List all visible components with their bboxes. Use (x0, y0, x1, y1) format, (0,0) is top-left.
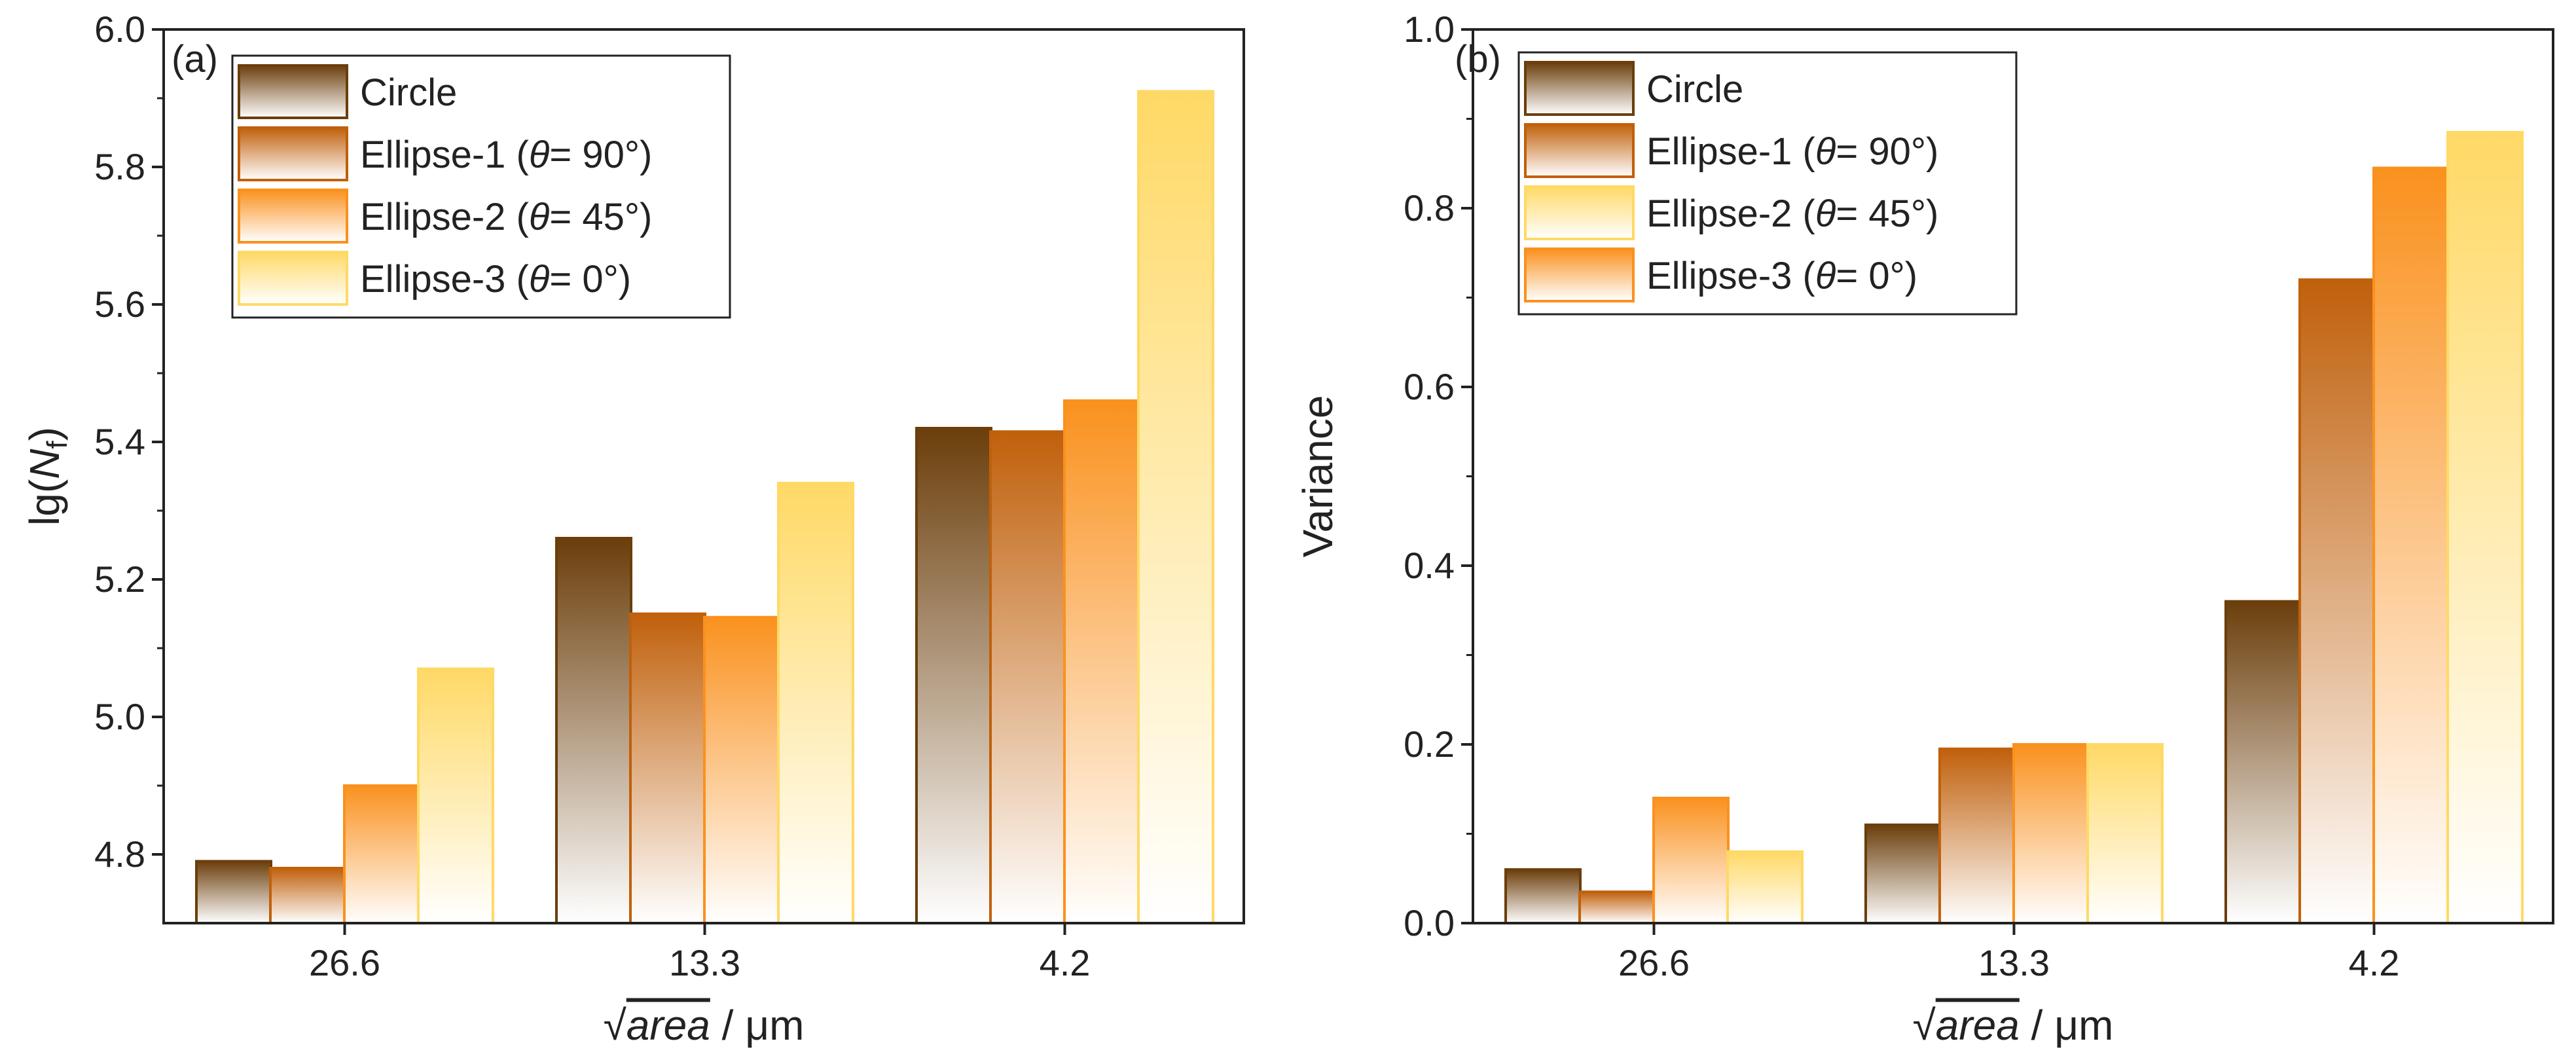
legend-swatch (1524, 247, 1635, 302)
legend-swatch (238, 189, 348, 244)
legend-label: Ellipse-1 (θ= 90°) (1646, 130, 1938, 173)
bar-circle-4.2 (915, 427, 992, 924)
bar-ellipse-2-26.6 (1726, 850, 1804, 925)
legend-label: Ellipse-3 (θ= 0°) (360, 258, 631, 301)
x-axis-title: √area / μm (1913, 1002, 2114, 1049)
bar-circle-26.6 (1504, 868, 1582, 924)
x-tick-label: 13.3 (1978, 942, 2050, 983)
y-tick-label: 1.0 (1404, 9, 1455, 50)
bar-ellipse-2-13.3 (703, 615, 780, 924)
legend-swatch (238, 126, 348, 181)
legend-label: Circle (1646, 68, 1743, 111)
panel-label: (a) (172, 38, 218, 81)
y-tick-label: 5.8 (94, 146, 145, 187)
x-tick-label: 26.6 (309, 942, 380, 983)
y-tick-label: 5.6 (94, 283, 145, 325)
bar-ellipse-1-4.2 (2298, 278, 2376, 924)
legend-swatch (1524, 185, 1635, 240)
y-tick-label: 0.0 (1404, 902, 1455, 943)
y-tick-label: 0.8 (1404, 187, 1455, 228)
y-tick-label: 6.0 (94, 9, 145, 50)
chart-panel-a: 4.8 5.0 5.2 5.4 5.6 5.8 6.0 26.6 13.3 4.2 lg(Nf) √a… (21, 9, 1245, 1049)
legend-label: Ellipse-2 (θ= 45°) (360, 196, 652, 238)
bar-circle-26.6 (195, 860, 272, 924)
legend-label: Circle (360, 71, 457, 114)
bar-ellipse-1-4.2 (989, 430, 1066, 924)
legend-swatch (238, 64, 348, 119)
legend-label: Ellipse-2 (θ= 45°) (1646, 192, 1938, 235)
bar-ellipse-1-13.3 (1938, 747, 2016, 924)
legend-swatch (1524, 123, 1635, 178)
x-tick-label: 4.2 (1040, 942, 1091, 983)
legend-label: Ellipse-3 (θ= 0°) (1646, 255, 1917, 297)
bar-ellipse-1-13.3 (629, 612, 706, 924)
y-tick-label: 4.8 (94, 833, 145, 875)
legend-swatch (1524, 61, 1635, 116)
x-axis-title: √area / μm (604, 1002, 805, 1049)
chart-panel-b: 0.0 0.2 0.4 0.6 0.8 1.0 26.6 13.3 4.2 Variance √ar… (1294, 9, 2554, 1049)
x-tick-label: 26.6 (1618, 942, 1690, 983)
bar-ellipse-2-13.3 (2086, 743, 2164, 924)
y-tick-label: 5.0 (94, 696, 145, 737)
legend-swatch (238, 251, 348, 306)
y-tick-label: 5.2 (94, 558, 145, 600)
bar-ellipse-2-4.2 (2446, 130, 2524, 925)
bar-ellipse-2-4.2 (1063, 399, 1140, 924)
y-axis-title: lg(Nf) (21, 427, 73, 526)
bar-ellipse-1-26.6 (1578, 890, 1656, 924)
bar-ellipse-3-26.6 (417, 667, 494, 924)
bar-ellipse-1-26.6 (269, 867, 346, 924)
bar-circle-13.3 (1864, 823, 1942, 924)
bar-ellipse-3-13.3 (777, 482, 854, 924)
bar-ellipse-3-4.2 (2372, 166, 2450, 925)
y-tick-label: 0.6 (1404, 366, 1455, 407)
bar-circle-13.3 (555, 537, 632, 924)
y-tick-label: 5.4 (94, 421, 145, 462)
y-tick-label: 0.4 (1404, 545, 1455, 586)
bar-ellipse-3-4.2 (1137, 90, 1214, 924)
bar-ellipse-2-26.6 (343, 784, 420, 924)
x-tick-label: 13.3 (669, 942, 740, 983)
y-axis-title: Variance (1294, 395, 1341, 558)
bar-ellipse-3-26.6 (1652, 796, 1730, 925)
y-tick-label: 0.2 (1404, 723, 1455, 765)
panel-label: (b) (1455, 38, 1501, 81)
bar-ellipse-3-13.3 (2012, 743, 2090, 924)
legend-label: Ellipse-1 (θ= 90°) (360, 134, 652, 176)
bar-circle-4.2 (2224, 600, 2302, 924)
x-tick-label: 4.2 (2349, 942, 2400, 983)
